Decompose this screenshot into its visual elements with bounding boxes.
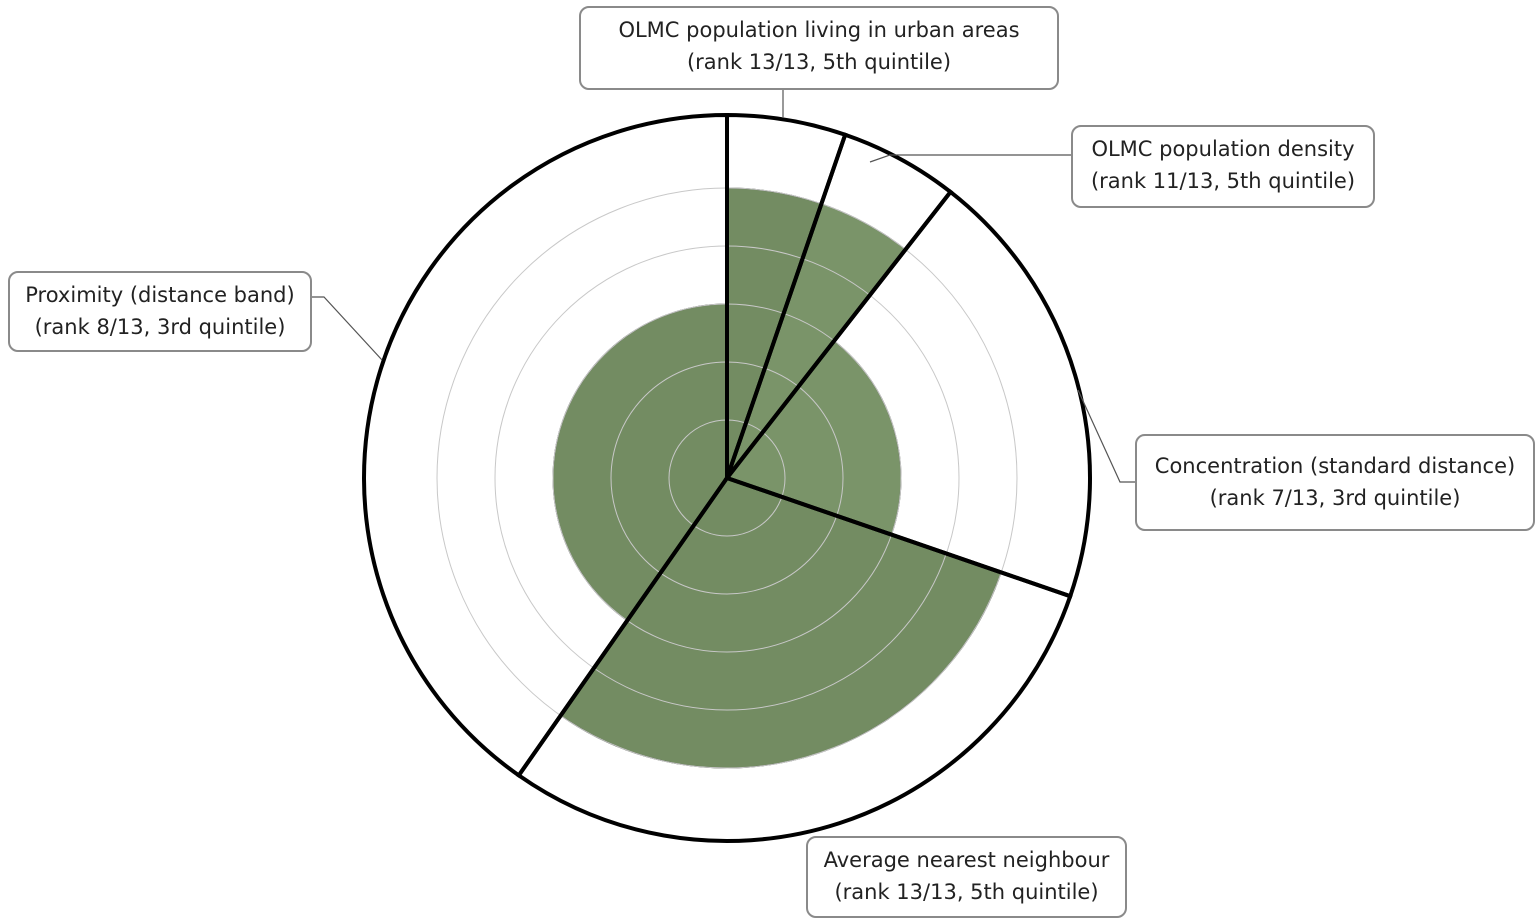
callout-detail: (rank 13/13, 5th quintile) (834, 880, 1099, 904)
callout-detail: (rank 11/13, 5th quintile) (1090, 169, 1356, 193)
leader-line-3 (312, 296, 383, 361)
callout-label: Proximity (distance band) (25, 283, 295, 307)
callout-proximity: Proximity (distance band) (rank 8/13, 3r… (8, 271, 312, 352)
callout-population-density: OLMC population density (rank 11/13, 5th… (1071, 125, 1375, 208)
callout-concentration: Concentration (standard distance) (rank … (1135, 434, 1535, 531)
leader-lines (312, 90, 1135, 483)
segment-outlines (362, 112, 1092, 843)
callout-label: OLMC population living in urban areas (618, 18, 1020, 42)
callout-detail: (rank 7/13, 3rd quintile) (1209, 486, 1461, 510)
leader-line-2 (1077, 389, 1135, 483)
segment-outline-4 (362, 112, 729, 779)
leader-line-1 (869, 154, 1071, 163)
callout-label: Concentration (standard distance) (1154, 454, 1516, 478)
callout-urban-population: OLMC population living in urban areas (r… (579, 6, 1059, 90)
callout-label: Average nearest neighbour (823, 848, 1110, 872)
callout-detail: (rank 13/13, 5th quintile) (686, 50, 952, 74)
callout-average-nearest-neighbour: Average nearest neighbour (rank 13/13, 5… (806, 836, 1127, 918)
callout-label: OLMC population density (1091, 137, 1355, 161)
callout-detail: (rank 8/13, 3rd quintile) (34, 315, 286, 339)
segment-outline-3 (516, 475, 1073, 843)
segment-outline-2 (723, 189, 1092, 599)
